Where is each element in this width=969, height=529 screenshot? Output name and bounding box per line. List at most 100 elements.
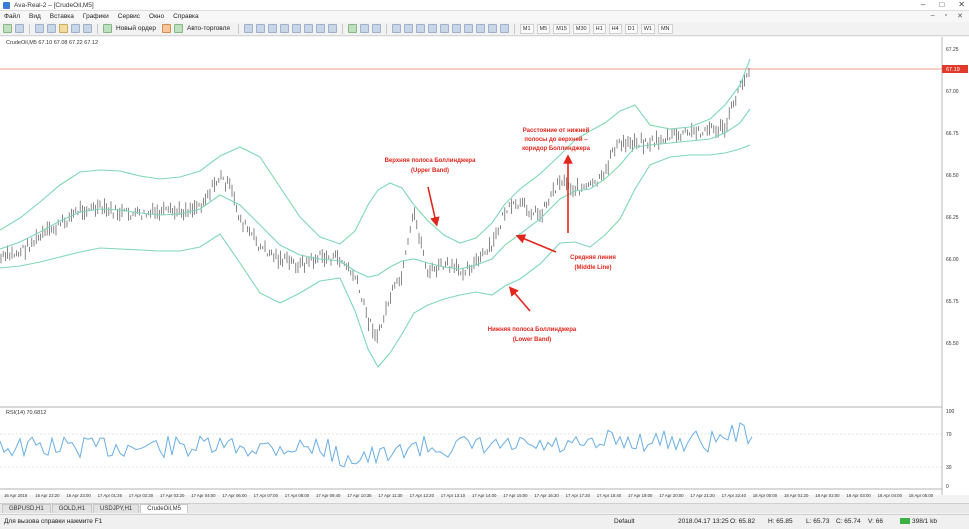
price-tick: 66.75 <box>946 131 959 137</box>
navigator-icon[interactable] <box>59 24 68 33</box>
status-traffic: 398/1 kb <box>900 518 937 525</box>
app-logo-icon <box>3 1 10 9</box>
timeframe-m5[interactable]: M5 <box>536 23 551 34</box>
terminal-icon[interactable] <box>71 24 80 33</box>
menu-tools[interactable]: Сервис <box>117 13 141 20</box>
chart-window[interactable]: CrudeOil,M5 67.10 67.08 67.22 67.12 RSI(… <box>0 37 969 498</box>
price-tick: 66.00 <box>946 257 959 263</box>
tab-crudeoil[interactable]: CrudeOil,M5 <box>140 504 188 513</box>
line-chart-icon[interactable] <box>267 24 277 33</box>
timeframe-h4[interactable]: H4 <box>608 23 622 34</box>
zoom-out-icon[interactable] <box>291 24 301 33</box>
main-toolbar: Новый ордер Авто-торговля M1 M5 M15 M30 … <box>0 22 969 36</box>
timeframe-mn[interactable]: MN <box>657 23 673 34</box>
rsi-tick: 30 <box>946 465 952 471</box>
chart-info-line: CrudeOil,M5 67.10 67.08 67.22 67.12 <box>6 40 98 46</box>
time-tick: 17 Apr 04:00 <box>191 493 216 498</box>
menu-file[interactable]: Файл <box>4 13 20 20</box>
tile-windows-icon[interactable] <box>303 24 313 33</box>
menu-insert[interactable]: Вставка <box>49 13 74 20</box>
status-profile: Default <box>614 518 635 525</box>
meta-editor-icon[interactable] <box>161 24 171 33</box>
candles-icon[interactable] <box>255 24 265 33</box>
trendline-icon[interactable] <box>439 24 449 33</box>
price-tick: 67.25 <box>946 47 959 53</box>
vertical-line-icon[interactable] <box>415 24 425 33</box>
bollinger-middle-line <box>0 108 751 278</box>
time-tick: 17 Apr 20:00 <box>659 493 684 498</box>
status-traffic-value: 398/1 kb <box>912 518 937 525</box>
timeframe-d1[interactable]: D1 <box>624 23 638 34</box>
text-icon[interactable] <box>475 24 485 33</box>
menu-help[interactable]: Справка <box>173 13 199 20</box>
menu-window[interactable]: Окно <box>149 13 165 20</box>
horizontal-line-icon[interactable] <box>427 24 437 33</box>
time-tick: 17 Apr 01:35 <box>98 493 123 498</box>
menu-charts[interactable]: Графики <box>82 13 109 20</box>
time-tick: 17 Apr 10:35 <box>347 493 372 498</box>
tab-gbpusd[interactable]: GBPUSD,H1 <box>2 504 51 513</box>
data-window-icon[interactable] <box>47 24 56 33</box>
middle-line-annotation: Средняя линия <box>570 255 616 261</box>
rsi-tick: 70 <box>946 432 952 438</box>
lower-band-annotation-en: (Lower Band) <box>513 337 551 343</box>
autotrade-button[interactable]: Авто-торговля <box>186 25 230 32</box>
time-tick: 18 Apr 00:00 <box>753 493 778 498</box>
tab-gold[interactable]: GOLD,H1 <box>51 504 93 513</box>
new-chart-icon[interactable] <box>3 24 12 33</box>
timeframe-w1[interactable]: W1 <box>640 23 655 34</box>
autotrade-icon[interactable] <box>173 24 183 33</box>
price-chart[interactable]: CrudeOil,M5 67.10 67.08 67.22 67.12 RSI(… <box>0 37 969 503</box>
mdi-close-icon[interactable]: ✕ <box>957 13 963 20</box>
timeframe-h1[interactable]: H1 <box>592 23 606 34</box>
tester-icon[interactable] <box>83 24 92 33</box>
time-tick: 17 Apr 21:20 <box>690 493 715 498</box>
minimize-icon[interactable]: – <box>921 0 926 9</box>
time-tick: 17 Apr 17:30 <box>566 493 591 498</box>
lower-band-arrow <box>508 286 531 312</box>
time-tick: 16 Apr 2018 <box>4 493 28 498</box>
time-tick: 18 Apr 05:00 <box>909 493 934 498</box>
new-order-button[interactable]: Новый ордер <box>116 25 156 32</box>
timeframe-m1[interactable]: M1 <box>519 23 534 34</box>
menu-view[interactable]: Вид <box>28 13 41 20</box>
profiles-icon[interactable] <box>15 24 24 33</box>
cursor-icon[interactable] <box>391 24 401 33</box>
new-order-icon[interactable] <box>103 24 112 33</box>
periods-icon[interactable] <box>359 24 369 33</box>
time-tick: 17 Apr 06:00 <box>222 493 247 498</box>
status-low: L: 65.73 <box>806 518 830 525</box>
status-help: Для вызова справки нажмите F1 <box>4 518 103 525</box>
time-tick: 17 Apr 18:40 <box>597 493 622 498</box>
market-watch-icon[interactable] <box>35 24 44 33</box>
crosshair-icon[interactable] <box>403 24 413 33</box>
time-tick: 17 Apr 11:30 <box>378 493 403 498</box>
indicators-icon[interactable] <box>347 24 357 33</box>
time-tick: 17 Apr 14:00 <box>472 493 497 498</box>
maximize-icon[interactable]: □ <box>939 0 945 9</box>
templates-icon[interactable] <box>371 24 381 33</box>
arrows-icon[interactable] <box>499 24 509 33</box>
fibonacci-icon[interactable] <box>463 24 473 33</box>
connection-icon <box>900 518 910 525</box>
chart-shift-icon[interactable] <box>327 24 337 33</box>
timeframe-m30[interactable]: M30 <box>572 23 590 34</box>
label-icon[interactable] <box>487 24 497 33</box>
close-icon[interactable]: ✕ <box>958 0 965 9</box>
current-price-label: 67.19 <box>946 67 960 73</box>
bar-chart-icon[interactable] <box>243 24 253 33</box>
channel-icon[interactable] <box>451 24 461 33</box>
timeframe-m15[interactable]: M15 <box>553 23 570 34</box>
mdi-minimize-icon[interactable]: – <box>930 12 935 19</box>
bollinger-lower-band <box>0 144 751 368</box>
tab-usdjpy[interactable]: USDJPY,H1 <box>93 504 140 513</box>
autoscroll-icon[interactable] <box>315 24 325 33</box>
mdi-restore-icon[interactable]: ▫ <box>944 12 948 19</box>
time-tick: 17 Apr 02:30 <box>129 493 154 498</box>
status-bar: Для вызова справки нажмите F1 Default 20… <box>0 514 969 529</box>
zoom-in-icon[interactable] <box>279 24 289 33</box>
time-tick: 17 Apr 09:40 <box>316 493 341 498</box>
corridor-annotation: полосы до верхней – <box>524 136 588 143</box>
chart-tabs: GBPUSD,H1 GOLD,H1 USDJPY,H1 CrudeOil,M5 <box>0 503 969 513</box>
mdi-controls: – ▫ ✕ <box>931 12 963 20</box>
